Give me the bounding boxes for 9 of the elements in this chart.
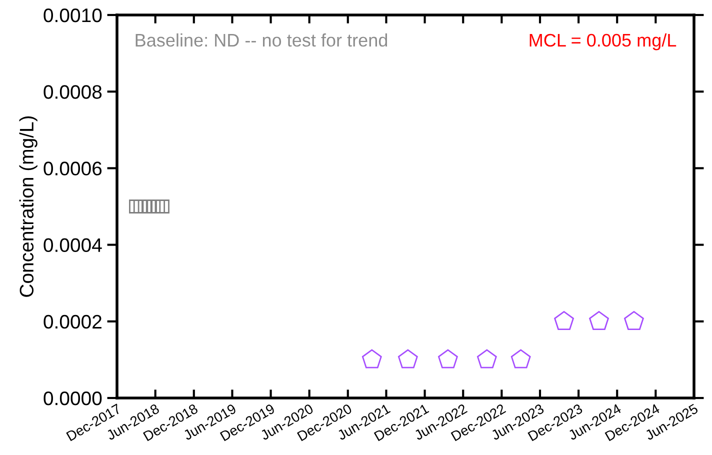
y-tick-label: 0.0002 xyxy=(44,314,102,329)
y-tick-label: 0.0004 xyxy=(44,238,102,252)
annotation: Baseline: ND -- no test for trend xyxy=(136,33,388,47)
y-tick-label: 0.0000 xyxy=(44,391,102,406)
annotation: MCL = 0.005 mg/L xyxy=(530,33,676,50)
y-tick-label: 0.0006 xyxy=(44,162,102,176)
y-tick-label: 0.0010 xyxy=(44,8,102,22)
y-tick-label: 0.0008 xyxy=(44,85,102,99)
y-axis-title: Concentration (mg/L) xyxy=(19,116,38,297)
